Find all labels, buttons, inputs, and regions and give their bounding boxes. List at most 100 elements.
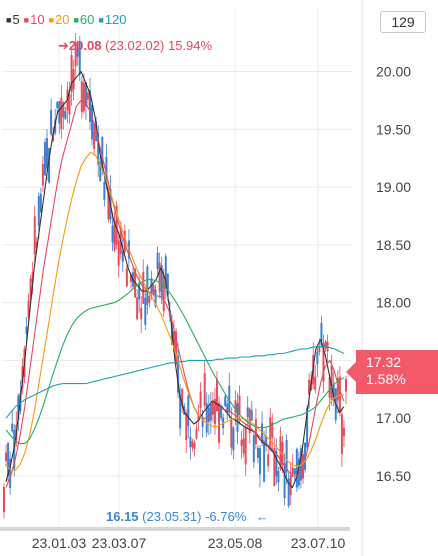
y-tick-label: 17.00 [376, 410, 411, 426]
candle-body [265, 435, 268, 446]
candle-body [308, 379, 311, 395]
y-tick-label: 18.50 [376, 237, 411, 253]
ma-legend-item-60[interactable]: ■ 60 [73, 12, 94, 28]
candle-body [342, 427, 345, 437]
candle-body [340, 414, 343, 455]
low-arrow-icon: ← [255, 509, 269, 524]
candle-body [134, 269, 137, 298]
y-tick-label: 19.50 [376, 121, 411, 137]
candle-body [295, 448, 298, 488]
candle-body [291, 467, 294, 475]
candle-body [261, 423, 264, 444]
candle-body [181, 389, 184, 407]
ma-5-label: 5 [12, 12, 20, 27]
candle-body [86, 92, 89, 100]
ma-20-label: 20 [55, 12, 70, 27]
candle-body [58, 101, 61, 124]
candle-body [146, 266, 149, 305]
candle-body [201, 416, 204, 428]
x-tick-label: 23.07.10 [291, 535, 346, 551]
candle-body [129, 274, 132, 282]
candle-body [9, 458, 12, 489]
candle-body [31, 272, 34, 283]
x-tick-label: 23.03.07 [92, 535, 147, 551]
candle-body [195, 428, 198, 439]
candle-body [89, 90, 92, 122]
candle-body [101, 136, 104, 168]
candle-body [7, 443, 10, 476]
candle-body [5, 452, 8, 462]
candle-body [215, 379, 218, 412]
moving-averages [5, 71, 345, 489]
candle-body [232, 427, 235, 451]
candle-body [275, 450, 278, 477]
low-price-annotation: 16.15 (23.05.31) -6.76% ← [106, 509, 269, 524]
candle-body [320, 322, 323, 346]
candle-body [306, 407, 309, 448]
low-price-pct: -6.76% [205, 509, 247, 524]
candle-body [187, 395, 190, 427]
candle-body [136, 297, 139, 320]
candle-body [175, 331, 178, 365]
candle-body [220, 406, 223, 418]
candle-body [326, 341, 329, 352]
ma-legend-item-20[interactable]: ■ 20 [49, 12, 70, 28]
ma-10-label: 10 [30, 12, 45, 27]
candle-body [123, 230, 126, 253]
candle-body [148, 296, 151, 303]
candle-body [70, 54, 73, 93]
candle-body [318, 346, 321, 353]
high-price-pct: 15.94% [167, 38, 213, 53]
high-arrow-icon: ➔ [58, 38, 69, 53]
candle-body [234, 400, 237, 413]
high-price-value: 20.08 [68, 38, 102, 53]
candle-body [197, 414, 200, 422]
candle-body [60, 97, 63, 130]
candle-body [314, 376, 317, 391]
candle-body [111, 225, 114, 243]
candle-body [285, 439, 288, 473]
candle-body [142, 271, 145, 304]
candle-body [179, 395, 182, 429]
candle-body [74, 41, 77, 67]
ma-legend-item-10[interactable]: ■ 10 [24, 12, 45, 28]
candle-body [140, 307, 143, 320]
candle-body [172, 330, 175, 352]
candle-body [191, 441, 194, 448]
candle-body [185, 412, 188, 440]
candle-body [103, 181, 106, 200]
candle-body [324, 341, 327, 349]
candle-body [115, 205, 118, 245]
candle-body [207, 407, 210, 422]
current-price-value: 17.32 [366, 354, 402, 370]
candle-body [117, 240, 120, 266]
candle-body [199, 391, 202, 408]
ma-120-swatch: ■ [98, 15, 104, 25]
candle-body [228, 385, 231, 413]
candle-body [283, 463, 286, 499]
current-price-change: 1.58% [366, 371, 406, 387]
candle-body [62, 102, 65, 118]
ma-legend-item-120[interactable]: ■ 120 [98, 12, 126, 28]
candle-body [263, 442, 266, 482]
y-tick-label: 16.50 [376, 468, 411, 484]
candle-body [156, 252, 159, 270]
y-tick-label: 18.00 [376, 295, 411, 311]
ma-10-line [5, 99, 345, 488]
period-count-badge[interactable]: 129 [380, 11, 426, 33]
current-price-tag: 17.32 1.58% [346, 350, 438, 394]
candle-body [230, 419, 233, 448]
ma-legend-item-5[interactable]: ■ 5 [6, 12, 20, 28]
candle-body [121, 251, 124, 262]
candle-body [78, 42, 81, 75]
candle-body [177, 355, 180, 393]
candle-body [107, 185, 110, 220]
candle-body [209, 403, 212, 421]
ma-5-swatch: ■ [6, 15, 12, 25]
candle-body [43, 142, 46, 176]
candle-body [246, 407, 249, 418]
candle-body [256, 447, 259, 458]
candle-body [336, 378, 339, 401]
high-price-date: (23.02.02) [105, 38, 165, 53]
